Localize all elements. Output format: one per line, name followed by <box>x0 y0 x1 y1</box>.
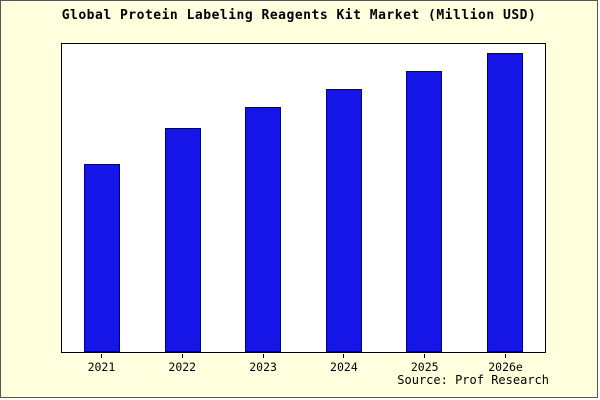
x-tick-label-2023: 2023 <box>249 360 277 374</box>
tick-cell-2023: 2023 <box>223 354 304 374</box>
x-tick-label-2026e: 2026e <box>488 360 523 374</box>
bar-2021 <box>84 163 121 352</box>
x-tick-label-2024: 2024 <box>330 360 358 374</box>
bar-slot-2024 <box>304 44 385 352</box>
bar-2025 <box>406 70 443 352</box>
bar-2022 <box>164 127 201 352</box>
bar-slot-2023 <box>223 44 304 352</box>
tick-mark <box>262 354 264 358</box>
tick-cell-2025: 2025 <box>384 354 465 374</box>
x-axis-tick-row: 2021 2022 2023 2024 2025 2026e <box>61 354 546 374</box>
source-note: Source: Prof Research <box>397 373 549 387</box>
bar-slot-2021 <box>62 44 143 352</box>
bar-slot-2026e <box>465 44 546 352</box>
tick-mark <box>343 354 345 358</box>
tick-mark <box>100 354 102 358</box>
tick-mark <box>424 354 426 358</box>
bar-slot-2022 <box>143 44 224 352</box>
tick-mark <box>505 354 507 358</box>
bar-slot-2025 <box>384 44 465 352</box>
bar-2024 <box>325 88 362 352</box>
tick-cell-2026e: 2026e <box>465 354 546 374</box>
tick-cell-2024: 2024 <box>303 354 384 374</box>
x-tick-label-2022: 2022 <box>168 360 197 374</box>
x-tick-label-2021: 2021 <box>87 360 116 374</box>
bar-2026e <box>486 52 523 352</box>
tick-cell-2021: 2021 <box>61 354 142 374</box>
x-tick-label-2025: 2025 <box>410 360 439 374</box>
tick-cell-2022: 2022 <box>142 354 223 374</box>
chart-title: Global Protein Labeling Reagents Kit Mar… <box>61 8 537 23</box>
plot-area <box>61 43 546 353</box>
tick-mark <box>181 354 183 358</box>
bar-2023 <box>245 106 282 352</box>
